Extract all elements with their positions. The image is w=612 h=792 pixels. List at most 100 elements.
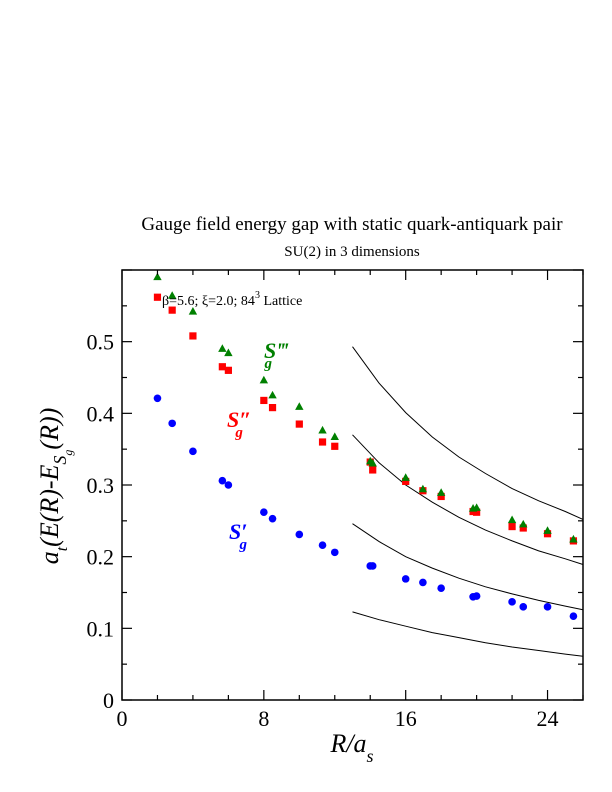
lattice-annotation: β=5.6; ξ=2.0; 843 Lattice xyxy=(162,290,302,309)
series-3-point xyxy=(519,519,528,528)
y-axis-label-s-sub: g xyxy=(61,450,75,456)
y-tick-label: 0.2 xyxy=(87,545,115,570)
series-label-s2-prime: ″ xyxy=(239,407,251,432)
chart-subtitle: SU(2) in 3 dimensions xyxy=(284,244,420,260)
x-axis-label: R/as xyxy=(329,729,373,766)
series-1-point xyxy=(519,603,528,611)
series-1-point xyxy=(153,394,162,403)
series-3-point xyxy=(224,348,233,357)
annotation-superscript: 3 xyxy=(255,290,260,301)
series-2-point xyxy=(260,396,268,405)
y-axis-label: at(E(R)-ESg(R)) xyxy=(35,408,75,565)
series-3-point xyxy=(188,306,198,315)
series-1-point xyxy=(508,598,516,606)
series-label-s2-sub: g xyxy=(234,425,243,441)
series-3-point xyxy=(436,488,446,496)
x-tick-label: 8 xyxy=(258,706,269,731)
y-tick-label: 0.5 xyxy=(87,330,115,355)
series-1-point xyxy=(224,481,233,489)
series-label-s3-prime: ‴ xyxy=(276,338,289,363)
series-1-point xyxy=(472,592,481,600)
series-3-point xyxy=(295,402,304,410)
series-label-s1-base: S xyxy=(229,519,241,544)
series-1-point xyxy=(318,541,327,549)
series-2-point xyxy=(508,522,516,531)
series-3-point xyxy=(268,390,277,399)
y-axis-label-post: (R)) xyxy=(35,408,64,450)
series-3-point xyxy=(418,484,428,493)
y-tick-label: 0.1 xyxy=(87,616,115,641)
series-2-point xyxy=(473,508,481,516)
chart-title: Gauge field energy gap with static quark… xyxy=(141,214,563,235)
series-2-point xyxy=(268,404,277,412)
series-3-point xyxy=(259,375,269,384)
series-1-point xyxy=(569,612,578,620)
series-1-point xyxy=(368,562,377,570)
guide-curve-4 xyxy=(352,346,584,520)
guide-curves xyxy=(352,346,584,657)
guide-curve-2 xyxy=(352,523,584,611)
series-2-point xyxy=(318,438,327,446)
series-3-point xyxy=(330,432,339,440)
series-2-point xyxy=(189,332,197,340)
series-1-point xyxy=(218,476,227,485)
series-1-point xyxy=(401,575,410,583)
series-2-point xyxy=(331,442,339,450)
series-1-point xyxy=(189,447,197,456)
x-axis-label-sub: s xyxy=(367,746,374,766)
series-1-point xyxy=(168,419,176,428)
series-2-point xyxy=(519,524,527,532)
y-axis-label-pre: a xyxy=(35,551,64,564)
series-2-point xyxy=(402,477,410,486)
series-1-point xyxy=(543,603,552,611)
series-3-point xyxy=(472,503,481,511)
y-tick-label: 0 xyxy=(103,688,114,713)
series-2-point xyxy=(295,420,303,428)
y-axis-label-mid: (E(R)-E xyxy=(35,464,64,546)
y-axis-label-pre-sub: t xyxy=(54,546,71,551)
y-tick-label: 0.4 xyxy=(87,401,115,426)
series-label-s1-sub: g xyxy=(238,537,247,553)
series-2-point xyxy=(153,293,162,301)
series-2-point xyxy=(224,366,232,374)
series-3-point xyxy=(507,515,517,524)
series-1-point xyxy=(419,578,427,587)
guide-curve-1 xyxy=(352,611,584,657)
guide-curve-3 xyxy=(352,434,584,565)
annotation-text: β=5.6; ξ=2.0; 84 xyxy=(162,294,255,309)
series-label-s3-base: S xyxy=(264,338,276,363)
series-2-point xyxy=(437,492,445,501)
series-2-point xyxy=(369,466,377,474)
series-3-point xyxy=(569,534,578,543)
series-label-s1: S′ g xyxy=(229,519,247,553)
x-tick-label: 0 xyxy=(117,706,128,731)
x-tick-label: 16 xyxy=(395,706,417,731)
series-3-point xyxy=(543,526,552,534)
series-1-point xyxy=(260,508,268,517)
series-label-s1-prime: ′ xyxy=(241,519,247,544)
series-3-point xyxy=(218,344,227,352)
series-1-point xyxy=(295,530,304,539)
y-tick-label: 0.3 xyxy=(87,473,115,498)
series-3-point xyxy=(368,458,377,467)
series-1-point xyxy=(330,548,339,557)
series-3-point xyxy=(167,291,177,299)
series-label-s2-base: S xyxy=(227,407,239,432)
series-1-point xyxy=(268,514,277,523)
series-3-point xyxy=(401,473,410,481)
series-label-s3-sub: g xyxy=(263,356,272,372)
annotation-suffix: Lattice xyxy=(260,294,302,309)
series-2-point xyxy=(218,363,226,371)
series-3-point xyxy=(153,272,162,281)
data-markers xyxy=(153,272,578,620)
series-3-point xyxy=(318,425,327,434)
x-axis-label-main: R/a xyxy=(329,729,366,758)
axis-ticks: 0 8 16 24 0 0.1 0.2 0.3 0.4 0.5 xyxy=(87,269,584,731)
y-axis-label-s: S xyxy=(50,456,70,465)
series-1-point xyxy=(437,584,445,592)
series-label-s2: S″ g xyxy=(227,407,251,441)
x-tick-label: 24 xyxy=(537,706,559,731)
series-2-point xyxy=(168,306,176,314)
series-label-s3: S‴ g xyxy=(263,338,289,372)
